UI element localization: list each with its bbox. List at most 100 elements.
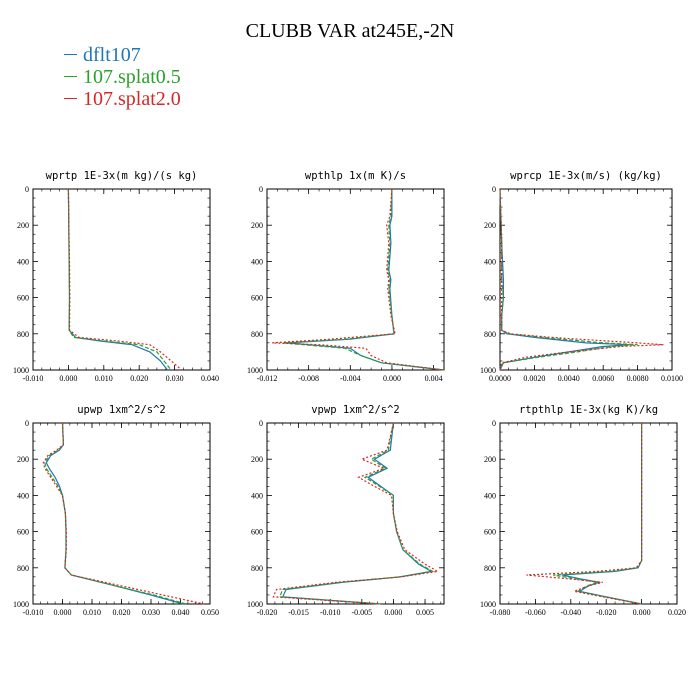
x-tick-label: 0.000 — [633, 608, 651, 617]
y-tick-label: 0 — [25, 419, 29, 428]
y-tick-label: 400 — [17, 257, 29, 266]
y-tick-label: 0 — [492, 419, 496, 428]
y-tick-label: 800 — [17, 564, 29, 573]
x-tick-label: 0.030 — [166, 374, 184, 383]
x-tick-label: 0.000 — [54, 608, 72, 617]
x-tick-label: 0.0060 — [592, 374, 614, 383]
y-tick-label: 800 — [484, 564, 496, 573]
y-tick-label: 1000 — [247, 600, 263, 609]
y-tick-label: 200 — [251, 455, 263, 464]
y-tick-label: 1000 — [13, 366, 29, 375]
y-tick-label: 800 — [484, 330, 496, 339]
x-tick-label: 0.004 — [425, 374, 443, 383]
series-line-dflt107 — [45, 422, 184, 605]
series-line-dflt107 — [499, 188, 630, 371]
y-tick-label: 600 — [251, 294, 263, 303]
y-tick-label: 400 — [251, 257, 263, 266]
x-tick-label: 0.000 — [59, 374, 77, 383]
legend-label: 107.splat0.5 — [83, 66, 181, 88]
y-tick-label: 400 — [251, 491, 263, 500]
x-tick-label: 0.000 — [383, 374, 401, 383]
series-line-dflt107 — [287, 189, 445, 371]
x-tick-label: 0.0000 — [489, 374, 511, 383]
x-tick-label: -0.010 — [23, 374, 44, 383]
plot-title: rtpthlp 1E-3x(kg K)/kg — [519, 404, 658, 416]
x-tick-label: 0.020 — [130, 374, 148, 383]
y-tick-label: 200 — [17, 455, 29, 464]
series-line-107-splat2-0 — [42, 422, 205, 605]
y-tick-label: 600 — [484, 528, 496, 537]
series-line-dflt107 — [561, 423, 643, 605]
y-tick-label: 400 — [484, 491, 496, 500]
x-tick-label: -0.010 — [320, 608, 341, 617]
x-tick-label: -0.040 — [560, 608, 581, 617]
y-tick-label: 0 — [259, 185, 263, 194]
series-line-107-splat0-5 — [44, 422, 187, 605]
x-tick-label: -0.080 — [490, 608, 511, 617]
series-line-107-splat2-0 — [67, 188, 183, 371]
series-line-dflt107 — [281, 422, 434, 605]
legend-swatch — [64, 53, 77, 55]
series-line-107-splat0-5 — [278, 422, 435, 605]
y-tick-label: 600 — [484, 294, 496, 303]
x-tick-label: -0.005 — [351, 608, 372, 617]
y-tick-label: 800 — [251, 564, 263, 573]
y-tick-label: 1000 — [480, 366, 496, 375]
x-tick-label: 0.0040 — [558, 374, 580, 383]
x-tick-label: 0.0100 — [661, 374, 683, 383]
x-tick-label: 0.050 — [201, 608, 219, 617]
y-tick-label: 200 — [251, 221, 263, 230]
legend-label: dflt107 — [83, 44, 141, 66]
y-tick-label: 800 — [17, 330, 29, 339]
series-line-107-splat2-0 — [272, 188, 445, 371]
y-tick-label: 200 — [484, 221, 496, 230]
plot-title: wpthlp 1x(m K)/s — [305, 170, 406, 182]
legend-item-dflt107: dflt107 — [64, 44, 181, 66]
x-tick-label: -0.060 — [525, 608, 546, 617]
x-tick-label: 0.020 — [113, 608, 131, 617]
y-tick-label: 400 — [17, 491, 29, 500]
y-tick-label: 600 — [251, 528, 263, 537]
series-line-107-splat0-5 — [552, 423, 643, 605]
x-tick-label: 0.040 — [201, 374, 219, 383]
y-tick-label: 800 — [251, 330, 263, 339]
plot-frame — [499, 422, 678, 605]
x-tick-label: -0.004 — [340, 374, 361, 383]
y-tick-label: 1000 — [13, 600, 29, 609]
x-tick-label: 0.005 — [416, 608, 434, 617]
series-line-107-splat0-5 — [282, 188, 445, 371]
y-tick-label: 1000 — [247, 366, 263, 375]
x-tick-label: 0.000 — [384, 608, 402, 617]
y-tick-label: 0 — [492, 185, 496, 194]
x-tick-label: 0.0080 — [627, 374, 649, 383]
y-tick-label: 400 — [484, 257, 496, 266]
legend-swatch — [64, 97, 77, 99]
y-tick-label: 600 — [17, 528, 29, 537]
legend-swatch — [64, 75, 77, 77]
series-line-107-splat0-5 — [499, 188, 638, 371]
legend: dflt107 107.splat0.5 107.splat2.0 — [64, 44, 181, 110]
plot-title: vpwp 1xm^2/s^2 — [311, 404, 400, 416]
x-tick-label: 0.0020 — [523, 374, 545, 383]
plot-title: upwp 1xm^2/s^2 — [77, 404, 166, 416]
plot-frame — [266, 422, 445, 605]
y-tick-label: 200 — [17, 221, 29, 230]
plot-title: wprtp 1E-3x(m kg)/(s kg) — [46, 170, 198, 182]
plot-title: wprcp 1E-3x(m/s) (kg/kg) — [510, 170, 662, 182]
x-tick-label: -0.010 — [23, 608, 44, 617]
x-tick-label: -0.015 — [288, 608, 309, 617]
x-tick-label: -0.012 — [257, 374, 278, 383]
y-tick-label: 600 — [17, 294, 29, 303]
x-tick-label: 0.010 — [83, 608, 101, 617]
legend-item-splat05: 107.splat0.5 — [64, 66, 181, 88]
series-line-107-splat2-0 — [272, 422, 440, 605]
x-tick-label: 0.010 — [95, 374, 113, 383]
plot-frame — [32, 188, 211, 371]
x-tick-label: -0.020 — [596, 608, 617, 617]
x-tick-label: -0.020 — [257, 608, 278, 617]
y-tick-label: 0 — [259, 419, 263, 428]
x-tick-label: 0.020 — [668, 608, 686, 617]
legend-label: 107.splat2.0 — [83, 88, 181, 110]
x-tick-label: -0.008 — [298, 374, 319, 383]
x-tick-label: 0.030 — [142, 608, 160, 617]
